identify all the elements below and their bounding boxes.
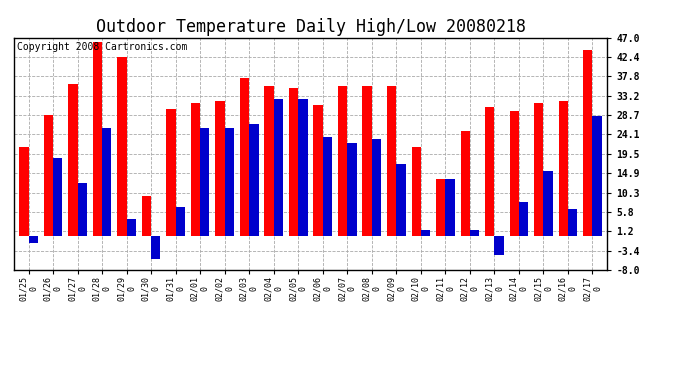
Bar	[240, 78, 249, 236]
Bar	[396, 164, 406, 236]
Bar	[176, 207, 185, 236]
Bar	[215, 101, 225, 236]
Title: Outdoor Temperature Daily High/Low 20080218: Outdoor Temperature Daily High/Low 20080…	[95, 18, 526, 36]
Bar	[92, 42, 102, 236]
Bar	[338, 86, 347, 236]
Bar	[568, 209, 578, 236]
Bar	[126, 219, 136, 236]
Bar	[593, 116, 602, 236]
Bar	[28, 236, 38, 243]
Bar	[191, 103, 200, 236]
Bar	[142, 196, 151, 236]
Bar	[445, 179, 455, 236]
Bar	[53, 158, 62, 236]
Bar	[519, 202, 529, 236]
Bar	[411, 147, 421, 236]
Text: Copyright 2008 Cartronics.com: Copyright 2008 Cartronics.com	[17, 42, 187, 52]
Bar	[372, 139, 381, 236]
Bar	[583, 50, 593, 236]
Bar	[362, 86, 372, 236]
Bar	[510, 111, 519, 236]
Bar	[77, 183, 87, 236]
Bar	[289, 88, 298, 236]
Bar	[274, 99, 283, 236]
Bar	[117, 57, 126, 236]
Bar	[544, 171, 553, 236]
Bar	[436, 179, 445, 236]
Bar	[249, 124, 259, 236]
Bar	[43, 115, 53, 236]
Bar	[534, 103, 544, 236]
Bar	[470, 230, 479, 236]
Bar	[166, 110, 176, 236]
Bar	[225, 128, 234, 236]
Bar	[102, 128, 111, 236]
Bar	[421, 230, 430, 236]
Bar	[495, 236, 504, 255]
Bar	[200, 128, 210, 236]
Bar	[323, 137, 332, 236]
Bar	[68, 84, 77, 236]
Bar	[559, 101, 568, 236]
Bar	[387, 86, 396, 236]
Bar	[19, 147, 28, 236]
Bar	[313, 105, 323, 236]
Bar	[298, 99, 308, 236]
Bar	[151, 236, 161, 260]
Bar	[347, 143, 357, 236]
Bar	[485, 107, 495, 236]
Bar	[264, 86, 274, 236]
Bar	[460, 130, 470, 236]
